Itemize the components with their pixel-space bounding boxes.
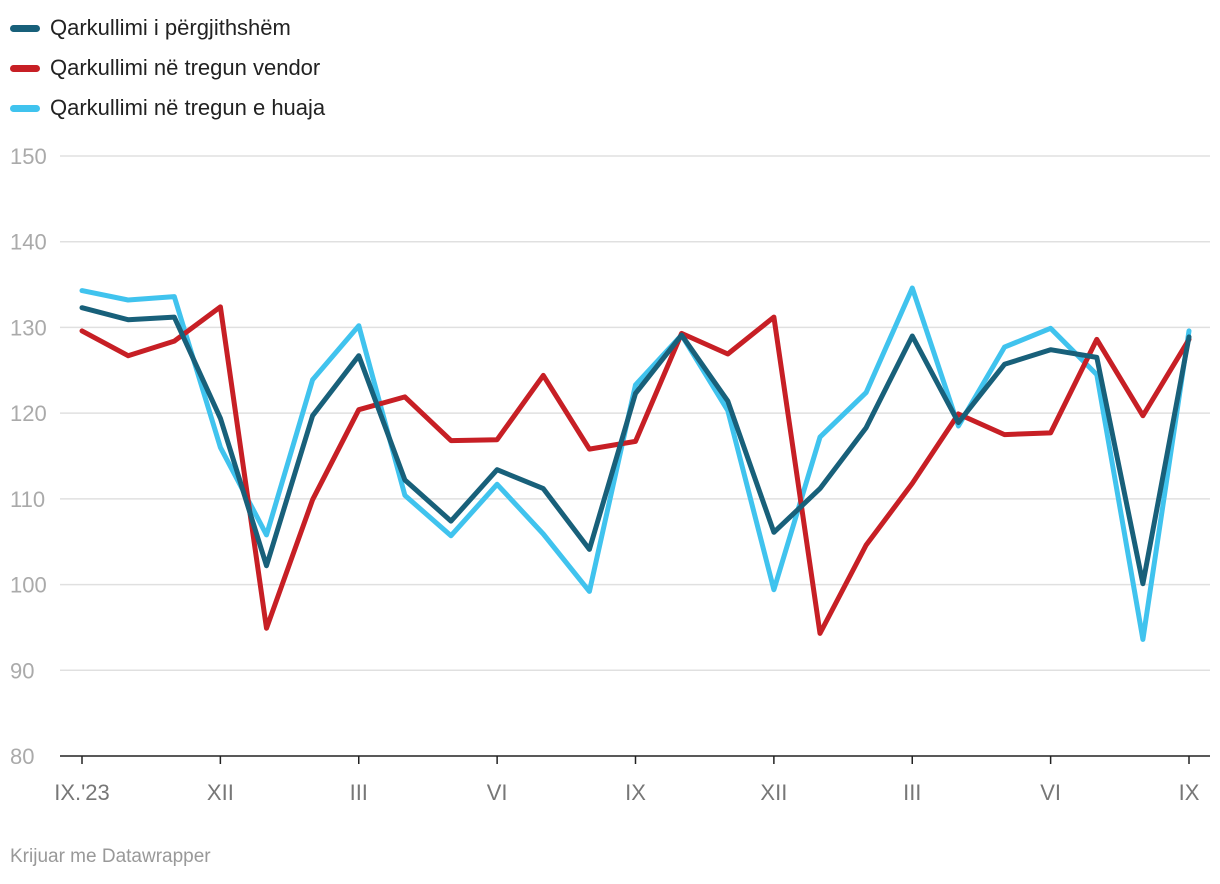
x-tick-label-4: IX	[625, 780, 646, 805]
y-tick-label-100: 100	[10, 573, 47, 598]
y-tick-label-150: 150	[10, 144, 47, 169]
series-line-total	[79, 305, 1192, 587]
x-tick-label-0: IX.'23	[54, 780, 110, 805]
y-tick-label-80: 80	[10, 744, 34, 769]
legend-item-domestic: Qarkullimi në tregun vendor	[10, 48, 325, 88]
x-tick-label-3: VI	[487, 780, 508, 805]
x-tick-label-7: VI	[1040, 780, 1061, 805]
legend-swatch-total	[10, 24, 40, 32]
legend-label-foreign: Qarkullimi në tregun e huaja	[50, 95, 326, 120]
y-tick-label-120: 120	[10, 401, 47, 426]
y-tick-label-130: 130	[10, 315, 47, 340]
x-tick-label-1: XII	[207, 780, 234, 805]
legend-item-total: Qarkullimi i përgjithshëm	[10, 8, 325, 48]
legend-swatch-foreign	[10, 104, 40, 112]
y-tick-label-90: 90	[10, 658, 34, 683]
series-line-domestic	[79, 304, 1192, 636]
legend: Qarkullimi i përgjithshëm Qarkullimi në …	[10, 8, 325, 128]
y-tick-label-140: 140	[10, 230, 47, 255]
legend-label-total: Qarkullimi i përgjithshëm	[50, 15, 291, 40]
legend-label-domestic: Qarkullimi në tregun vendor	[50, 55, 321, 80]
x-tick-label-6: III	[903, 780, 921, 805]
legend-swatch-domestic	[10, 64, 40, 72]
y-tick-label-110: 110	[10, 487, 45, 512]
x-tick-label-8: IX	[1179, 780, 1200, 805]
legend-item-foreign: Qarkullimi në tregun e huaja	[10, 88, 325, 128]
x-tick-label-2: III	[350, 780, 368, 805]
series-line-foreign	[79, 285, 1192, 642]
footer-credit: Krijuar me Datawrapper	[10, 846, 211, 867]
x-tick-label-5: XII	[760, 780, 787, 805]
